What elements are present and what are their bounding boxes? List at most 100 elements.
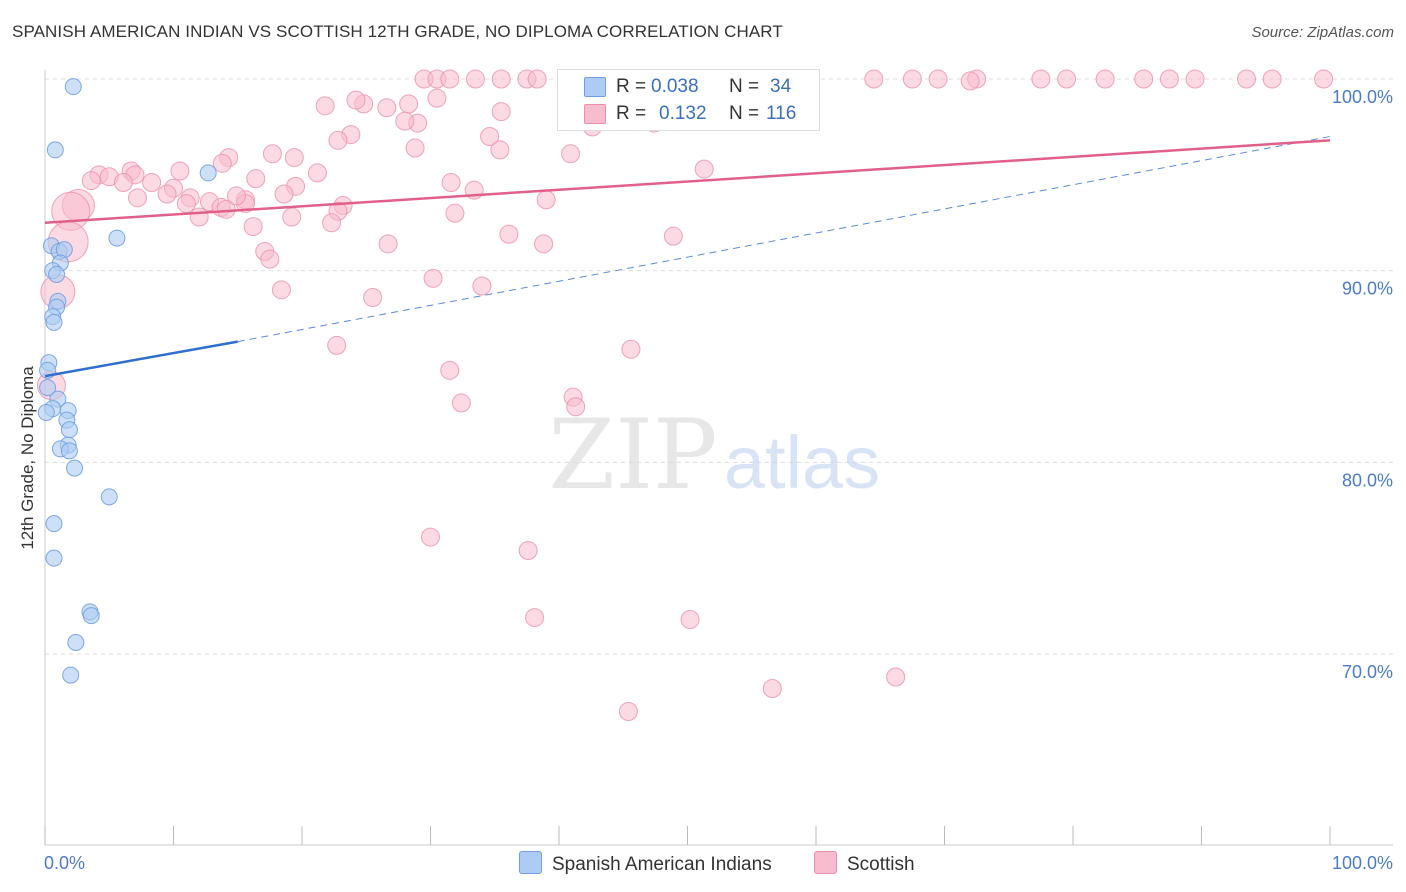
scottish-point	[243, 217, 263, 237]
scottish-point	[527, 69, 547, 89]
scottish-point	[399, 94, 419, 114]
scottish-point	[315, 96, 335, 116]
scottish-point	[327, 335, 347, 355]
scottish-point	[864, 69, 884, 89]
scottish-point	[226, 186, 246, 206]
scottish-point	[1159, 69, 1179, 89]
scottish-points	[36, 69, 1334, 721]
legend-item-spanish-american-indians: Spanish American Indians	[519, 851, 772, 876]
legend-r-value: 0.038	[651, 76, 699, 97]
blue-trend-extension	[237, 136, 1331, 343]
scottish-point	[377, 98, 397, 118]
tick-labels: 100.0% 90.0% 80.0% 70.0% 0.0% 100.0%	[44, 87, 1393, 873]
y-axis-label: 12th Grade, No Diploma	[18, 366, 37, 550]
spanish-american-indian-point	[60, 442, 78, 460]
scottish-point	[618, 702, 638, 721]
scottish-point	[157, 184, 177, 204]
legend-swatch-pink	[584, 104, 606, 124]
scottish-point	[423, 268, 443, 288]
legend-swatch-pink	[814, 851, 837, 874]
scottish-point	[440, 69, 460, 89]
scottish-point	[113, 173, 133, 192]
scottish-point	[1314, 69, 1334, 89]
legend-swatch-blue	[519, 851, 542, 874]
scottish-point	[680, 610, 700, 629]
legend-r-label: R =	[616, 103, 647, 124]
scottish-point	[480, 127, 500, 146]
scottish-point	[378, 234, 398, 254]
spanish-american-indian-point	[64, 78, 82, 96]
scottish-point	[491, 102, 511, 122]
y-tick-label: 100.0%	[1332, 87, 1393, 107]
spanish-american-indian-point	[199, 164, 217, 182]
scottish-point	[322, 213, 342, 233]
scottish-point	[1262, 69, 1282, 89]
scottish-point	[328, 130, 348, 150]
scottish-point	[128, 188, 148, 208]
scottish-point	[886, 667, 906, 687]
scottish-point	[499, 224, 519, 244]
scottish-point	[440, 360, 460, 380]
scottish-point	[1031, 69, 1051, 89]
legend-n-label: N =	[729, 103, 760, 124]
spanish-american-indian-point	[66, 459, 84, 477]
scottish-point	[346, 90, 366, 110]
scottish-point	[445, 203, 465, 223]
scottish-point	[694, 159, 714, 179]
scottish-point	[189, 207, 209, 227]
x-tick-label: 0.0%	[44, 853, 85, 873]
spanish-american-indian-point	[82, 607, 100, 625]
scottish-point	[536, 190, 556, 210]
scottish-point	[762, 679, 782, 698]
legend-n-value: 34	[770, 76, 792, 97]
scottish-point	[491, 69, 511, 89]
legend-item-scottish: Scottish	[814, 851, 915, 876]
scottish-point	[427, 88, 447, 108]
scottish-point	[441, 173, 461, 192]
spanish-american-indian-point	[45, 515, 63, 533]
legend-swatch-blue	[584, 77, 606, 97]
scottish-point	[472, 276, 492, 296]
scottish-point	[246, 169, 266, 189]
spanish-american-indian-point	[46, 141, 64, 159]
scottish-point	[405, 138, 425, 158]
legend-n-label: N =	[729, 76, 760, 97]
spanish-american-indian-point	[100, 488, 118, 506]
legend-label: Scottish	[847, 854, 915, 875]
spanish-american-indian-point	[45, 549, 63, 567]
scottish-point	[421, 527, 440, 547]
scottish-point	[1134, 69, 1154, 89]
x-tick-label: 100.0%	[1332, 853, 1393, 873]
scottish-point	[284, 148, 304, 168]
scottish-point	[534, 234, 554, 254]
scottish-point	[395, 111, 415, 131]
blue-trend-line	[44, 340, 238, 378]
y-tick-label: 90.0%	[1342, 279, 1393, 299]
y-tick-label: 80.0%	[1342, 470, 1393, 490]
scottish-point	[566, 397, 586, 417]
spanish-american-indian-point	[60, 421, 78, 439]
scottish-point	[271, 280, 291, 300]
spanish-american-indian-point	[62, 666, 80, 684]
scottish-point	[170, 161, 190, 181]
scottish-point	[1185, 69, 1205, 89]
chart-source: Source: ZipAtlas.com	[1251, 24, 1394, 41]
scottish-point	[274, 184, 294, 204]
watermark-zip: ZIP	[548, 399, 717, 511]
grid-lines	[45, 78, 1393, 655]
legend-n-value: 116	[766, 103, 797, 124]
pink-trend-line	[44, 139, 1331, 224]
scottish-point	[490, 140, 510, 160]
spanish-american-indian-point	[39, 379, 57, 397]
legend-r-label: R =	[616, 76, 647, 97]
scottish-point	[518, 541, 538, 560]
axes	[44, 70, 1393, 846]
scottish-point	[262, 144, 282, 164]
spanish-american-indian-points	[37, 78, 217, 684]
scottish-point	[282, 207, 302, 227]
scottish-point	[663, 226, 683, 246]
scottish-point	[1057, 69, 1077, 89]
scottish-point	[212, 153, 232, 173]
legend-r-value: 0.132	[659, 103, 707, 124]
